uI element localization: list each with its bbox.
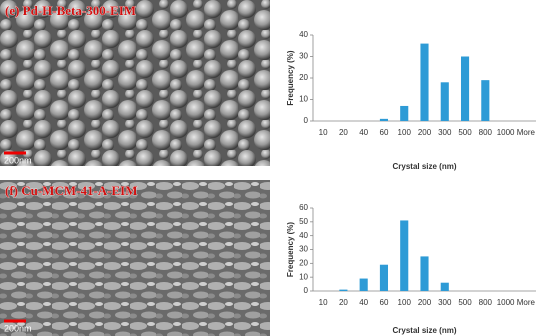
x-axis-label: Crystal size (nm) xyxy=(392,162,456,171)
y-tick-label: 10 xyxy=(299,95,308,104)
x-tick-label: 10 xyxy=(319,298,328,307)
panel-label: (e) Pd-H-Beta-300-EIM xyxy=(5,3,136,18)
y-axis-label: Frequency (%) xyxy=(286,50,295,105)
bar xyxy=(400,105,409,121)
x-tick-label: 20 xyxy=(339,128,348,137)
x-tick-label: 200 xyxy=(418,128,432,137)
y-tick-label: 0 xyxy=(304,116,309,125)
y-tick-label: 30 xyxy=(299,52,308,61)
x-tick-label: 500 xyxy=(458,128,472,137)
bar xyxy=(379,118,389,121)
x-tick-label: More xyxy=(517,128,536,137)
x-tick-label: 10 xyxy=(319,128,328,137)
panel-label: (f) Cu-MCM-41-A-EIM xyxy=(5,183,138,198)
x-tick-label: 200 xyxy=(418,298,432,307)
x-tick-label: 100 xyxy=(398,298,412,307)
y-tick-label: 20 xyxy=(299,258,308,267)
scale-label: 200nm xyxy=(4,155,32,165)
y-axis-label: Frequency (%) xyxy=(286,222,295,277)
x-tick-label: 500 xyxy=(458,298,472,307)
x-tick-label: 100 xyxy=(398,128,412,137)
x-tick-label: 20 xyxy=(339,298,348,307)
x-axis-label: Crystal size (nm) xyxy=(392,326,456,335)
y-tick-label: 40 xyxy=(299,30,308,39)
bar xyxy=(379,264,389,291)
x-tick-label: 800 xyxy=(479,128,493,137)
bar xyxy=(440,82,449,121)
x-tick-label: 60 xyxy=(380,298,389,307)
y-tick-label: 30 xyxy=(299,245,308,254)
bar xyxy=(460,56,470,121)
sem-image: (f) Cu-MCM-41-A-EIM 200nm xyxy=(0,180,270,336)
scale-label: 200nm xyxy=(4,323,32,333)
bar xyxy=(339,289,348,291)
sem-image: (e) Pd-H-Beta-300-EIM 200nm xyxy=(0,0,270,166)
y-tick-label: 20 xyxy=(299,73,308,82)
bar xyxy=(440,282,449,291)
y-tick-label: 60 xyxy=(299,203,308,212)
y-tick-label: 40 xyxy=(299,231,308,240)
x-tick-label: 300 xyxy=(438,128,452,137)
bar xyxy=(400,220,409,291)
y-tick-label: 10 xyxy=(299,272,308,281)
x-tick-label: 40 xyxy=(359,298,368,307)
y-tick-label: 50 xyxy=(299,217,308,226)
x-tick-label: 1000 xyxy=(497,128,515,137)
bar xyxy=(420,256,429,291)
bar xyxy=(359,278,368,291)
y-tick-label: 0 xyxy=(304,286,309,295)
bar xyxy=(481,80,490,121)
x-tick-label: 1000 xyxy=(497,298,515,307)
x-tick-label: More xyxy=(517,298,536,307)
x-tick-label: 300 xyxy=(438,298,452,307)
x-tick-label: 800 xyxy=(479,298,493,307)
bar xyxy=(420,43,429,121)
x-tick-label: 60 xyxy=(380,128,389,137)
x-tick-label: 40 xyxy=(359,128,368,137)
